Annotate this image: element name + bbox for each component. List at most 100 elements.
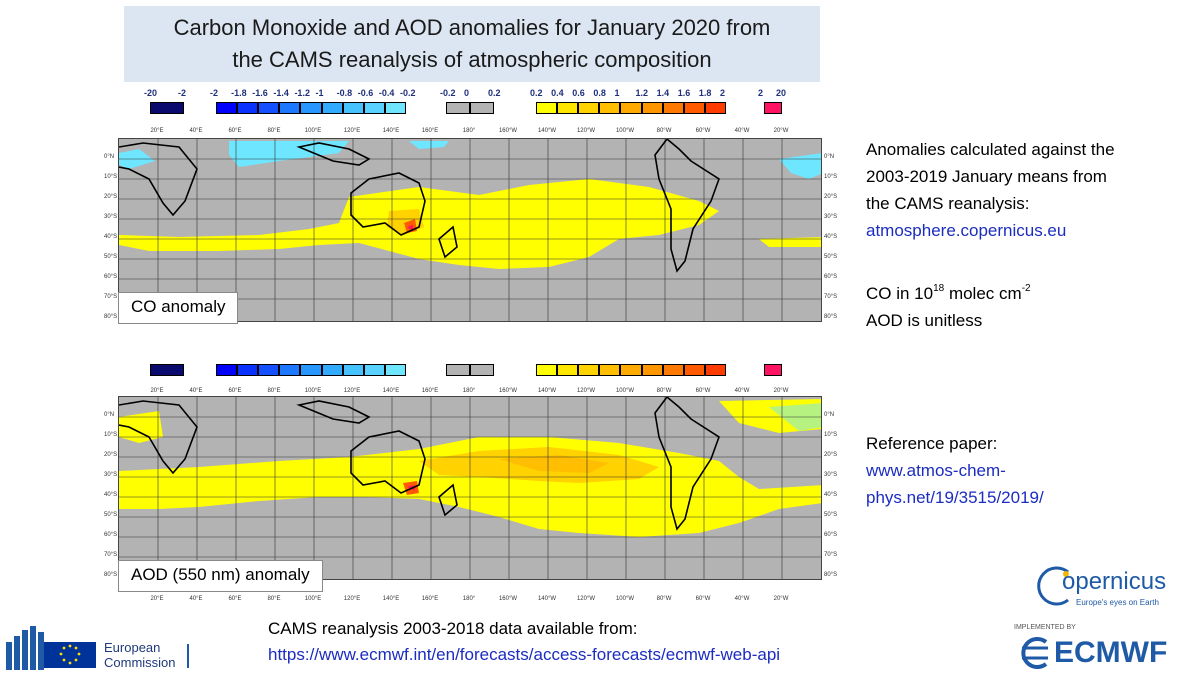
legend-swatch (384, 102, 406, 114)
legend-swatch (578, 102, 600, 114)
eu-line-2: Commission (104, 655, 176, 670)
lon-tick-label: 120°E (343, 596, 361, 602)
lat-tick-label: 80°S (104, 314, 118, 320)
aod-units: AOD is unitless (866, 311, 983, 330)
legend-tick-label: -0.6 (357, 88, 374, 98)
lon-tick-label: 60°W (695, 128, 711, 134)
lon-tick-label: 80°W (656, 128, 672, 134)
lon-tick-label: 160°W (498, 596, 518, 602)
co-lon-ticks-top: 20°E 40°E 60°E 80°E 100°E 120°E 140°E 160°E 180°… (118, 128, 822, 138)
lon-tick-label: 100°E (304, 388, 322, 394)
lon-tick-label: 100°W (615, 128, 635, 134)
lat-tick-label: 70°S (104, 294, 118, 300)
lat-tick-label: 30°S (824, 472, 838, 478)
title-line-1: Carbon Monoxide and AOD anomalies for Ja… (173, 15, 771, 40)
lat-tick-label: 40°S (824, 234, 838, 240)
lat-tick-label: 0°N (824, 412, 835, 418)
lon-tick-label: 60°E (228, 388, 242, 394)
lon-tick-label: 40°E (189, 388, 203, 394)
co-anomaly-label: CO anomaly (118, 292, 239, 324)
reference-paper: Reference paper: www.atmos-chem- phys.ne… (866, 430, 1044, 511)
lon-tick-label: 80°E (267, 128, 281, 134)
legend-swatch (641, 364, 663, 376)
copernicus-atmosphere-link[interactable]: atmosphere.copernicus.eu (866, 221, 1067, 240)
desc-line-2: 2003-2019 January means from (866, 167, 1107, 186)
legend-tick-label: -1.8 (231, 88, 247, 98)
legend-tick-label: 0.6 (572, 88, 585, 98)
lon-tick-label: 80°W (656, 388, 672, 394)
lon-tick-label: 20°E (150, 596, 164, 602)
lat-tick-label: 30°S (104, 472, 118, 478)
legend-tick-label: -1.4 (273, 88, 289, 98)
legend-swatch (258, 364, 280, 376)
lon-tick-label: 100°E (304, 128, 322, 134)
legend-tick-label: 1 (614, 88, 620, 98)
legend-swatch (300, 364, 322, 376)
lon-tick-label: 60°E (228, 128, 242, 134)
legend-swatch (683, 364, 705, 376)
aod-lon-ticks-top: 20°E 40°E 60°E 80°E 100°E 120°E 140°E 160°E 180°… (118, 388, 822, 398)
legend-swatch (704, 102, 726, 114)
lon-tick-label: 40°W (734, 128, 750, 134)
legend-swatch (279, 102, 301, 114)
lon-tick-label: 120°W (576, 388, 596, 394)
lat-tick-label: 10°S (824, 174, 838, 180)
ecmwf-logo: IMPLEMENTED BY ECMWF (1012, 624, 1192, 670)
legend-swatch (237, 364, 259, 376)
legend-swatch (557, 102, 579, 114)
legend-swatch (363, 364, 385, 376)
lat-tick-label: 20°S (824, 452, 838, 458)
lon-tick-label: 40°W (734, 388, 750, 394)
lat-tick-label: 50°S (104, 512, 118, 518)
lat-tick-label: 0°N (104, 412, 115, 418)
reference-link-line-1[interactable]: www.atmos-chem- (866, 461, 1006, 480)
lat-tick-label: 20°S (824, 194, 838, 200)
legend-swatch (150, 364, 184, 376)
lat-tick-label: 0°N (104, 154, 115, 160)
lat-tick-label: 50°S (104, 254, 118, 260)
lon-tick-label: 20°W (773, 388, 789, 394)
legend-swatch (342, 364, 364, 376)
legend-tick-label: -0.2 (400, 88, 416, 98)
lon-tick-label: 20°E (150, 128, 164, 134)
legend-tick-label: -0.8 (336, 88, 353, 98)
lon-tick-label: 140°E (382, 128, 400, 134)
lat-tick-label: 70°S (824, 552, 838, 558)
lat-tick-label: 80°S (824, 314, 838, 320)
legend-swatch (578, 364, 600, 376)
lon-tick-label: 160°E (421, 596, 439, 602)
lon-tick-label: 140°E (382, 388, 400, 394)
lon-tick-label: 60°W (695, 596, 711, 602)
legend-swatch (599, 364, 621, 376)
legend-swatch (536, 102, 558, 114)
legend-swatch (321, 102, 343, 114)
legend-swatch (764, 102, 782, 114)
lon-tick-label: 160°W (498, 128, 518, 134)
lon-tick-label: 20°W (773, 596, 789, 602)
legend-tick-label: 1.4 (656, 88, 670, 98)
legend-tick-label: 1.2 (635, 88, 649, 98)
anomaly-description: Anomalies calculated against the 2003-20… (866, 136, 1115, 244)
lat-tick-label: 30°S (824, 214, 838, 220)
legend-tick-label: 0.2 (530, 88, 543, 98)
lon-tick-label: 100°W (615, 596, 635, 602)
legend-tick-label: 0.2 (488, 88, 501, 98)
legend-tick-label: -20 (144, 88, 158, 98)
legend-swatch (704, 364, 726, 376)
legend-tick-label: -1 (315, 88, 324, 98)
legend-swatch (216, 102, 238, 114)
lon-tick-label: 120°W (576, 596, 596, 602)
desc-line-1: Anomalies calculated against the (866, 140, 1115, 159)
legend-swatch (150, 102, 184, 114)
ecmwf-web-api-link[interactable]: https://www.ecmwf.int/en/forecasts/acces… (268, 645, 781, 664)
legend-tick-label: 2 (720, 88, 726, 98)
co-units: CO in 1018 molec cm-2 (866, 283, 1031, 303)
units-description: CO in 1018 molec cm-2 AOD is unitless (866, 280, 1031, 334)
lon-tick-label: 140°E (382, 596, 400, 602)
legend-swatch (470, 364, 494, 376)
legend-tick-label: 1.6 (677, 88, 691, 98)
lat-tick-label: 60°S (104, 532, 118, 538)
legend-swatch (279, 364, 301, 376)
reference-link-line-2[interactable]: phys.net/19/3515/2019/ (866, 488, 1044, 507)
data-availability-text: CAMS reanalysis 2003-2018 data available… (268, 619, 638, 638)
